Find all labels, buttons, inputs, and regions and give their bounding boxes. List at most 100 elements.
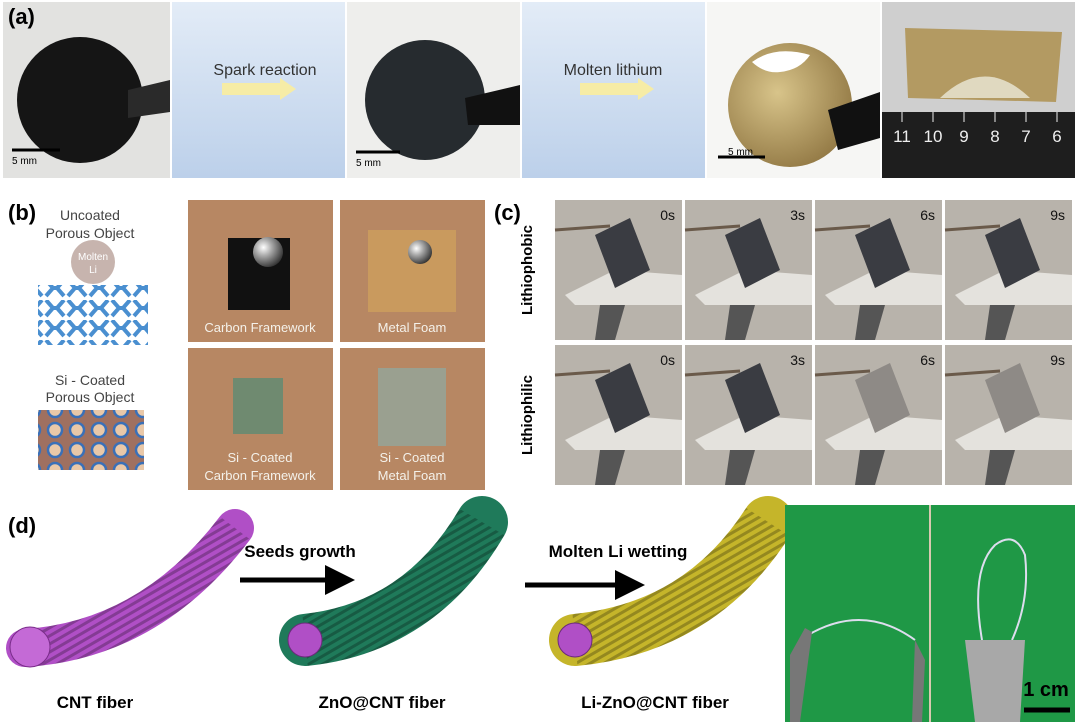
- sample: [368, 230, 456, 312]
- time-label: 3s: [790, 352, 805, 368]
- step-label: Spark reaction: [213, 62, 316, 79]
- schematic-label: Si - Coated: [55, 372, 125, 388]
- photo-label: Carbon Framework: [204, 468, 316, 483]
- panel-label: (b): [8, 200, 36, 225]
- lithium-pool: [565, 415, 682, 450]
- sample: [725, 363, 780, 433]
- photo-label: Si - Coated: [227, 450, 292, 465]
- panel-d: (d) Seeds growth Molten Li wetting CNT f…: [6, 496, 1075, 722]
- holder: [725, 450, 755, 485]
- needle: [944, 224, 1001, 232]
- ruler-number: 8: [990, 127, 999, 146]
- panel-a: 5 mm Spark reaction 5 mm Molten lithium …: [3, 2, 1075, 178]
- holder: [595, 450, 625, 485]
- time-label: 0s: [660, 352, 675, 368]
- lithium-pool: [565, 270, 682, 305]
- row-label: Lithiophilic: [519, 375, 536, 455]
- sample: [855, 363, 910, 433]
- holder: [595, 305, 625, 340]
- scale-label: 1 cm: [1023, 679, 1069, 701]
- row-label: Lithiophobic: [519, 225, 536, 315]
- fiber-wire: [799, 619, 916, 641]
- li-droplet: [253, 237, 283, 267]
- fiber-label: Li-ZnO@CNT fiber: [581, 693, 729, 712]
- holder: [985, 305, 1015, 340]
- fiber-texture: [572, 507, 790, 666]
- time-label: 6s: [920, 352, 935, 368]
- droplet-label: Molten: [78, 252, 108, 263]
- tweezer: [912, 640, 925, 722]
- coated-lattice: [38, 410, 144, 470]
- needle: [554, 224, 611, 232]
- holder: [828, 92, 880, 150]
- fiber-loop: [977, 538, 1028, 641]
- fiber-end: [287, 622, 323, 658]
- step-label: Molten lithium: [564, 62, 663, 79]
- fiber-label: CNT fiber: [57, 693, 134, 712]
- arrow: [222, 78, 296, 100]
- time-label: 6s: [920, 207, 935, 223]
- ruler-number: 11: [893, 127, 911, 146]
- time-label: 9s: [1050, 352, 1065, 368]
- sample: [595, 218, 650, 288]
- panel-b: (b) Uncoated Porous Object Molten Li Si …: [8, 200, 485, 490]
- lithium-pool: [955, 415, 1072, 450]
- uncovered-spot: [752, 51, 810, 73]
- needle: [814, 369, 871, 377]
- lithium-block: [905, 28, 1062, 102]
- schematic-label: Porous Object: [46, 225, 135, 241]
- needle: [554, 369, 611, 377]
- lithium-disk: [728, 43, 852, 167]
- sample: [985, 218, 1040, 288]
- sample: [725, 218, 780, 288]
- panel-label: (c): [494, 200, 521, 225]
- panel-label: (a): [8, 4, 35, 29]
- arrow-label: Molten Li wetting: [549, 542, 688, 561]
- cross-section: [940, 76, 1030, 98]
- tweezer: [790, 628, 812, 722]
- lithium-pool: [695, 270, 812, 305]
- fiber-end: [9, 626, 51, 668]
- lithium-pool: [825, 270, 942, 305]
- schematic-label: Uncoated: [60, 207, 120, 223]
- ruler-number: 7: [1021, 127, 1030, 146]
- fiber-label: ZnO@CNT fiber: [318, 693, 445, 712]
- coated-disk: [365, 40, 485, 160]
- fiber-texture: [23, 516, 251, 667]
- tweezer: [965, 640, 1025, 722]
- holder: [855, 450, 885, 485]
- fiber-texture: [301, 508, 505, 666]
- panel-label: (d): [8, 513, 36, 538]
- time-label: 3s: [790, 207, 805, 223]
- scale-label: 5 mm: [728, 147, 753, 158]
- sample: [855, 218, 910, 288]
- arrow: [580, 78, 654, 100]
- needle: [684, 369, 741, 377]
- lithium-pool: [825, 415, 942, 450]
- holder: [465, 85, 520, 125]
- fiber-end: [557, 622, 593, 658]
- scale-label: 5 mm: [12, 156, 37, 167]
- sample: [985, 363, 1040, 433]
- droplet-label: Li: [89, 265, 97, 276]
- sample: [595, 363, 650, 433]
- droplet: [71, 240, 115, 284]
- ruler-number: 10: [924, 127, 943, 146]
- ruler-number: 9: [959, 127, 968, 146]
- holder: [855, 305, 885, 340]
- ruler: [882, 112, 1075, 178]
- arrow-label: Seeds growth: [244, 542, 355, 561]
- time-label: 9s: [1050, 207, 1065, 223]
- holder: [725, 305, 755, 340]
- li-droplet: [408, 240, 432, 264]
- photo-label: Carbon Framework: [204, 320, 316, 335]
- time-label: 0s: [660, 207, 675, 223]
- scale-label: 5 mm: [356, 158, 381, 169]
- lithium-pool: [955, 270, 1072, 305]
- lattice: [38, 285, 148, 345]
- holder: [128, 80, 170, 118]
- schematic-label: Porous Object: [46, 389, 135, 405]
- photo-grid: Carbon Framework Metal Foam Si - Coated Car…: [188, 200, 485, 490]
- lithium-pool: [695, 415, 812, 450]
